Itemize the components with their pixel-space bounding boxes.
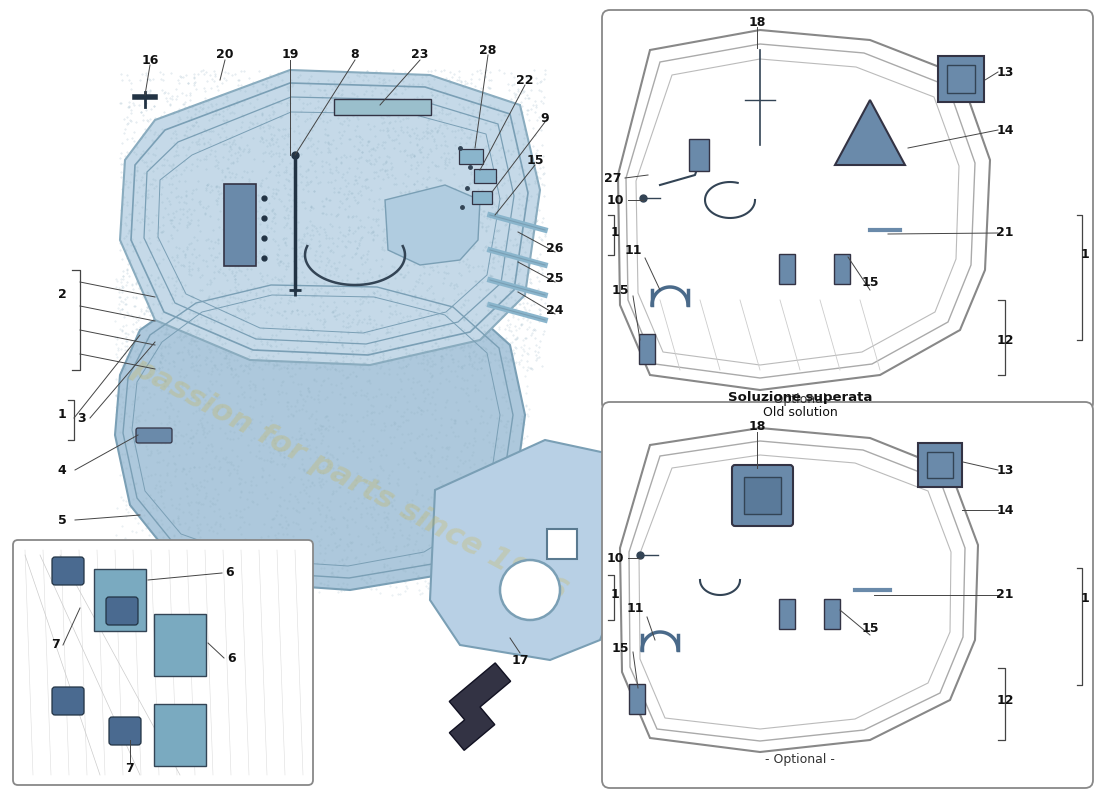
FancyBboxPatch shape: [732, 465, 793, 526]
Text: 17: 17: [512, 654, 529, 666]
Text: 15: 15: [861, 622, 879, 634]
Text: 1: 1: [1080, 591, 1089, 605]
Text: Soluzione superata: Soluzione superata: [728, 391, 872, 405]
Text: 19: 19: [282, 49, 299, 62]
FancyBboxPatch shape: [52, 557, 84, 585]
Text: 12: 12: [997, 694, 1014, 706]
Text: 24: 24: [547, 303, 563, 317]
FancyBboxPatch shape: [824, 599, 840, 629]
FancyBboxPatch shape: [602, 402, 1093, 788]
Text: 13: 13: [997, 463, 1014, 477]
FancyBboxPatch shape: [602, 10, 1093, 411]
Text: 14: 14: [997, 503, 1014, 517]
FancyBboxPatch shape: [744, 477, 781, 514]
FancyBboxPatch shape: [779, 254, 795, 284]
Text: Old solution: Old solution: [762, 406, 837, 419]
FancyBboxPatch shape: [459, 149, 483, 164]
Text: 7: 7: [125, 762, 134, 774]
Text: 7: 7: [51, 638, 59, 651]
Text: 21: 21: [997, 226, 1014, 239]
FancyBboxPatch shape: [547, 529, 578, 559]
Polygon shape: [120, 70, 540, 365]
FancyBboxPatch shape: [639, 334, 654, 364]
FancyBboxPatch shape: [918, 443, 962, 487]
Text: 28: 28: [480, 43, 497, 57]
Text: 11: 11: [625, 243, 641, 257]
FancyBboxPatch shape: [106, 597, 138, 625]
FancyBboxPatch shape: [474, 169, 496, 183]
Text: 15: 15: [526, 154, 543, 166]
Text: 15: 15: [861, 277, 879, 290]
Text: 4: 4: [57, 463, 66, 477]
Text: 26: 26: [547, 242, 563, 254]
FancyBboxPatch shape: [154, 614, 206, 676]
FancyBboxPatch shape: [94, 569, 146, 631]
Text: 10: 10: [606, 194, 624, 206]
FancyBboxPatch shape: [938, 56, 984, 102]
Text: 8: 8: [351, 49, 360, 62]
Text: 15: 15: [612, 642, 629, 654]
Text: 3: 3: [78, 411, 86, 425]
Text: 9: 9: [541, 111, 549, 125]
Polygon shape: [116, 275, 525, 590]
Text: 18: 18: [748, 421, 766, 434]
FancyBboxPatch shape: [334, 99, 431, 115]
Text: 1: 1: [57, 409, 66, 422]
Text: 12: 12: [997, 334, 1014, 346]
FancyBboxPatch shape: [13, 540, 313, 785]
Text: 1: 1: [610, 589, 619, 602]
FancyBboxPatch shape: [136, 428, 172, 443]
FancyBboxPatch shape: [52, 687, 84, 715]
Text: 21: 21: [997, 589, 1014, 602]
Text: 20: 20: [217, 49, 233, 62]
FancyBboxPatch shape: [154, 704, 206, 766]
Text: 6: 6: [226, 566, 234, 579]
Text: 13: 13: [997, 66, 1014, 78]
Polygon shape: [430, 440, 620, 660]
Text: 11: 11: [626, 602, 644, 614]
Text: - Optional -: - Optional -: [766, 754, 835, 766]
Text: 14: 14: [997, 123, 1014, 137]
FancyBboxPatch shape: [689, 139, 710, 171]
Text: 1: 1: [610, 226, 619, 239]
Polygon shape: [385, 185, 480, 265]
Text: 16: 16: [141, 54, 158, 66]
FancyBboxPatch shape: [472, 191, 492, 204]
Polygon shape: [449, 663, 510, 750]
FancyBboxPatch shape: [629, 684, 645, 714]
Text: 10: 10: [606, 551, 624, 565]
FancyBboxPatch shape: [834, 254, 850, 284]
Text: 15: 15: [612, 283, 629, 297]
Text: 22: 22: [516, 74, 534, 86]
Text: 6: 6: [228, 651, 236, 665]
Text: 2: 2: [57, 289, 66, 302]
Text: 1: 1: [1080, 249, 1089, 262]
FancyBboxPatch shape: [779, 599, 795, 629]
Polygon shape: [835, 100, 905, 165]
Circle shape: [500, 560, 560, 620]
Text: 18: 18: [748, 15, 766, 29]
Text: passion for parts since 1946: passion for parts since 1946: [128, 353, 572, 607]
Text: 23: 23: [411, 49, 429, 62]
Text: 5: 5: [57, 514, 66, 526]
FancyBboxPatch shape: [224, 184, 256, 266]
Text: - Optional -: - Optional -: [766, 394, 835, 406]
FancyBboxPatch shape: [109, 717, 141, 745]
Text: 27: 27: [604, 171, 622, 185]
Text: 25: 25: [547, 271, 563, 285]
